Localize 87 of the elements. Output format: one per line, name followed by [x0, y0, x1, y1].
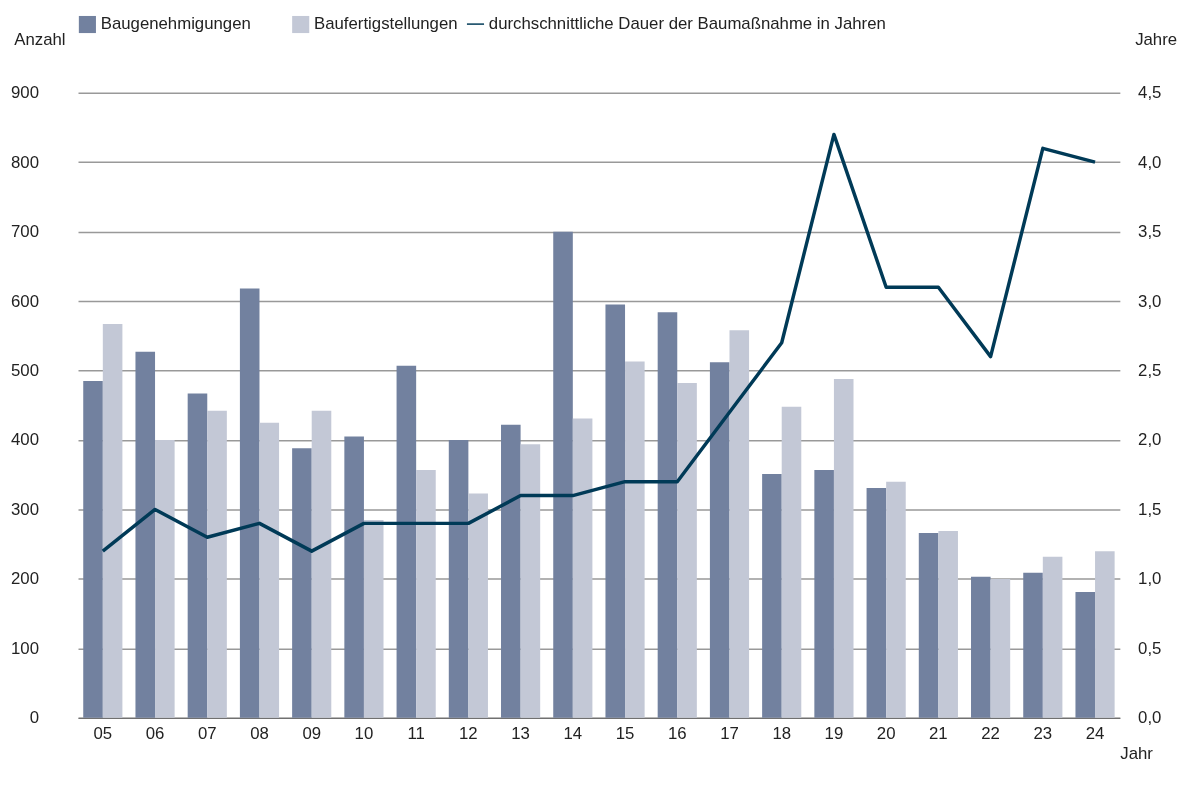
x-tick-label: 08 — [250, 724, 269, 744]
y2-tick-label: 1,0 — [1138, 569, 1162, 589]
bar — [605, 304, 626, 718]
x-tick-label: 17 — [720, 724, 739, 744]
bar — [572, 418, 593, 718]
bar — [239, 288, 260, 718]
bar — [292, 448, 312, 718]
x-tick-label: 16 — [667, 724, 687, 744]
bar — [102, 324, 123, 718]
bar — [971, 576, 991, 718]
y-tick-label: 300 — [11, 499, 40, 519]
bar — [311, 410, 332, 718]
bar — [709, 362, 730, 718]
bar — [762, 474, 782, 718]
x-tick-label: 06 — [145, 724, 165, 744]
bar — [657, 312, 678, 718]
bar — [448, 440, 469, 718]
bar — [990, 578, 1011, 718]
y2-tick-label: 2,0 — [1138, 430, 1162, 450]
y2-tick-label: 4,5 — [1138, 83, 1162, 103]
y2-tick-label: 3,5 — [1138, 222, 1162, 242]
bar — [918, 533, 939, 718]
y-tick-label: 900 — [11, 83, 40, 103]
y-tick-label: 500 — [11, 360, 40, 380]
bar — [468, 493, 488, 718]
x-tick-label: 09 — [302, 724, 322, 744]
y-tick-label: 0 — [29, 708, 40, 728]
bar — [625, 361, 645, 718]
y2-tick-label: 0,5 — [1138, 638, 1162, 658]
bar — [833, 378, 854, 718]
x-tick-label: 20 — [876, 724, 896, 744]
bar — [729, 330, 750, 718]
bar — [1042, 556, 1063, 718]
bar — [1095, 551, 1115, 718]
bar — [363, 519, 384, 718]
x-tick-label: 15 — [615, 724, 635, 744]
y-axis-title: Anzahl — [14, 29, 66, 49]
y-tick-label: 600 — [11, 291, 40, 311]
bar — [866, 487, 887, 718]
y2-tick-label: 0,0 — [1138, 708, 1162, 728]
bar — [1023, 572, 1043, 718]
bar — [155, 440, 175, 718]
x-tick-label: 21 — [929, 724, 948, 744]
x-tick-label: 18 — [772, 724, 792, 744]
x-tick-label: 10 — [354, 724, 374, 744]
x-axis-title: Jahr — [1120, 743, 1154, 763]
x-tick-label: 07 — [197, 724, 217, 744]
x-tick-label: 23 — [1033, 724, 1053, 744]
line-series — [101, 132, 1097, 553]
x-tick-label: 14 — [563, 724, 583, 744]
y2-tick-label: 2,5 — [1138, 360, 1162, 380]
x-tick-label: 22 — [981, 724, 1000, 744]
y-tick-label: 800 — [11, 152, 40, 172]
bar — [135, 351, 156, 718]
x-tick-label: 24 — [1085, 724, 1105, 744]
bar — [396, 365, 417, 718]
x-tick-label: 11 — [407, 724, 425, 744]
y2-tick-label: 4,0 — [1138, 152, 1162, 172]
bar — [187, 393, 208, 718]
y2-tick-label: 3,0 — [1138, 291, 1162, 311]
x-tick-label: 05 — [93, 724, 113, 744]
y-tick-label: 100 — [11, 638, 40, 658]
legend-label: Baufertigstellungen — [314, 14, 458, 34]
y2-tick-label: 1,5 — [1138, 499, 1162, 519]
y2-axis-title: Jahre — [1135, 29, 1178, 49]
bar — [501, 424, 521, 718]
bar — [781, 406, 802, 718]
bar — [416, 469, 436, 718]
y-tick-label: 200 — [11, 569, 40, 589]
bar — [677, 383, 697, 718]
bar — [1075, 592, 1096, 718]
bar — [520, 444, 541, 718]
bar — [938, 531, 958, 718]
x-tick-label: 19 — [824, 724, 844, 744]
y-tick-label: 700 — [11, 222, 40, 242]
bar — [553, 231, 573, 718]
legend-label: durchschnittliche Dauer der Baumaßnahme in Jahren — [488, 14, 886, 34]
x-tick-label: 13 — [511, 724, 530, 744]
bar — [886, 481, 906, 718]
bar — [344, 436, 364, 718]
legend-label: Baugenehmigungen — [100, 14, 251, 34]
bar — [814, 469, 834, 718]
bar — [83, 380, 103, 718]
bar — [207, 410, 227, 718]
x-tick-label: 12 — [459, 724, 478, 744]
bar — [259, 422, 280, 718]
y-tick-label: 400 — [11, 430, 40, 450]
